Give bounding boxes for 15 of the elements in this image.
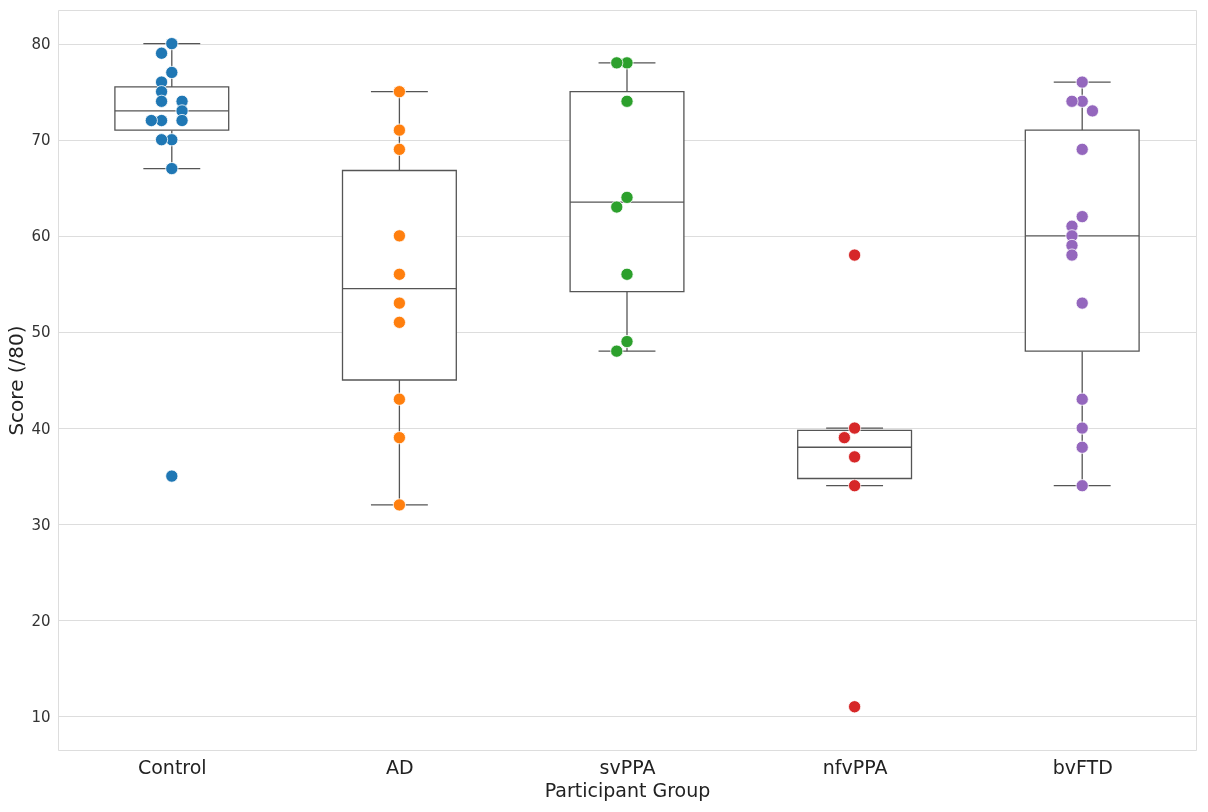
- y-tick-label: 20: [31, 611, 51, 630]
- y-tick-label: 80: [31, 35, 51, 54]
- y-tick-label: 50: [31, 323, 51, 342]
- y-tick-label: 60: [31, 227, 51, 246]
- x-tick-label: bvFTD: [1052, 755, 1113, 778]
- x-axis-title: Participant Group: [544, 778, 711, 801]
- y-tick-label: 10: [31, 707, 51, 726]
- x-tick-label: nfvPPA: [822, 755, 888, 778]
- y-axis-title: Score (/80): [4, 325, 29, 436]
- y-tick-label: 70: [31, 131, 51, 150]
- y-tick-label: 30: [31, 515, 51, 534]
- x-tick-label: AD: [386, 755, 414, 778]
- x-tick-label: Control: [137, 755, 207, 778]
- y-tick-label: 40: [31, 419, 51, 438]
- x-tick-label: svPPA: [599, 755, 656, 778]
